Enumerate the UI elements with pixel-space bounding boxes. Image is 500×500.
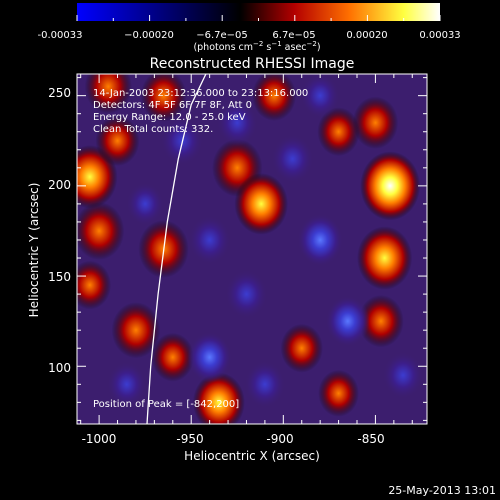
colorbar-tick-label: -0.00033 [38, 30, 83, 41]
emission-blob [352, 96, 399, 149]
solar-limb-line [146, 74, 207, 424]
colorbar: -0.00033 −0.00020 −6.7e−05 6.7e−05 0.000… [38, 3, 461, 53]
colorbar-tick-label: 0.00033 [419, 30, 460, 41]
chart-title: Reconstructed RHESSI Image [150, 56, 355, 72]
negative-blob [187, 331, 232, 383]
negative-blob [271, 134, 314, 184]
colorbar-tick-label: −6.7e−05 [196, 30, 248, 41]
y-tick-label: 200 [48, 178, 71, 192]
plot-area [77, 74, 427, 424]
emission-blob [252, 74, 297, 121]
annotation-energy: Energy Range: 12.0 - 25.0 keV [93, 112, 246, 123]
x-tick-label: -950 [176, 432, 203, 446]
colorbar-unit-label: (photons cm−2 s−1 asec−2) [193, 40, 320, 53]
emission-blob [358, 294, 404, 348]
emission-blob [151, 332, 194, 382]
negative-blob [244, 360, 286, 408]
x-tick-label: -900 [266, 432, 293, 446]
emission-blob [111, 302, 161, 359]
emission-blob [192, 372, 245, 424]
heatmap-image [77, 74, 424, 424]
emission-blob [280, 323, 323, 373]
x-tick-label: -850 [357, 432, 384, 446]
y-tick-label: 100 [48, 361, 71, 375]
colorbar-scale [77, 3, 440, 21]
emission-blob [317, 107, 360, 157]
annotation-detectors: Detectors: 4F 5F 6F 7F 8F, Att 0 [93, 100, 252, 111]
negative-blob [297, 213, 343, 267]
emission-blob [77, 201, 125, 260]
footer-date: 25-May-2013 13:01 [388, 484, 496, 497]
emission-blob [77, 260, 112, 310]
emission-blob [95, 115, 140, 167]
emission-blob [84, 74, 132, 114]
colorbar-tick-label: 0.00020 [346, 30, 387, 41]
negative-blob [225, 269, 268, 319]
x-axis-label: Heliocentric X (arcsec) [184, 449, 320, 463]
negative-blob [107, 361, 147, 407]
negative-blob [188, 215, 231, 265]
negative-blob [382, 351, 424, 399]
x-tick-label: -1000 [82, 432, 117, 446]
colorbar-tick-label: −0.00020 [124, 30, 174, 41]
negative-blob [126, 182, 164, 226]
emission-blob [318, 369, 359, 417]
negative-blob [300, 74, 340, 119]
annotation-time: 14-Jan-2003 23:12:36.000 to 23:13:16.000 [93, 88, 308, 99]
y-axis-label: Heliocentric Y (arcsec) [27, 183, 41, 318]
emission-blob [140, 74, 187, 122]
negative-blob [325, 295, 370, 347]
emission-blob [357, 226, 413, 290]
y-tick-label: 250 [48, 86, 71, 100]
emission-blob [360, 151, 421, 221]
colorbar-tick-label: 6.7e−05 [272, 30, 315, 41]
negative-blob [216, 99, 258, 147]
annotations: 14-Jan-2003 23:12:36.000 to 23:13:16.000… [93, 88, 308, 410]
peak-position-label: Position of Peak = [-842,200] [93, 399, 239, 410]
plot-frame [76, 73, 428, 425]
y-tick-label: 150 [48, 270, 71, 284]
emission-blob [234, 173, 289, 235]
annotation-counts: Clean Total counts: 332. [93, 124, 213, 135]
